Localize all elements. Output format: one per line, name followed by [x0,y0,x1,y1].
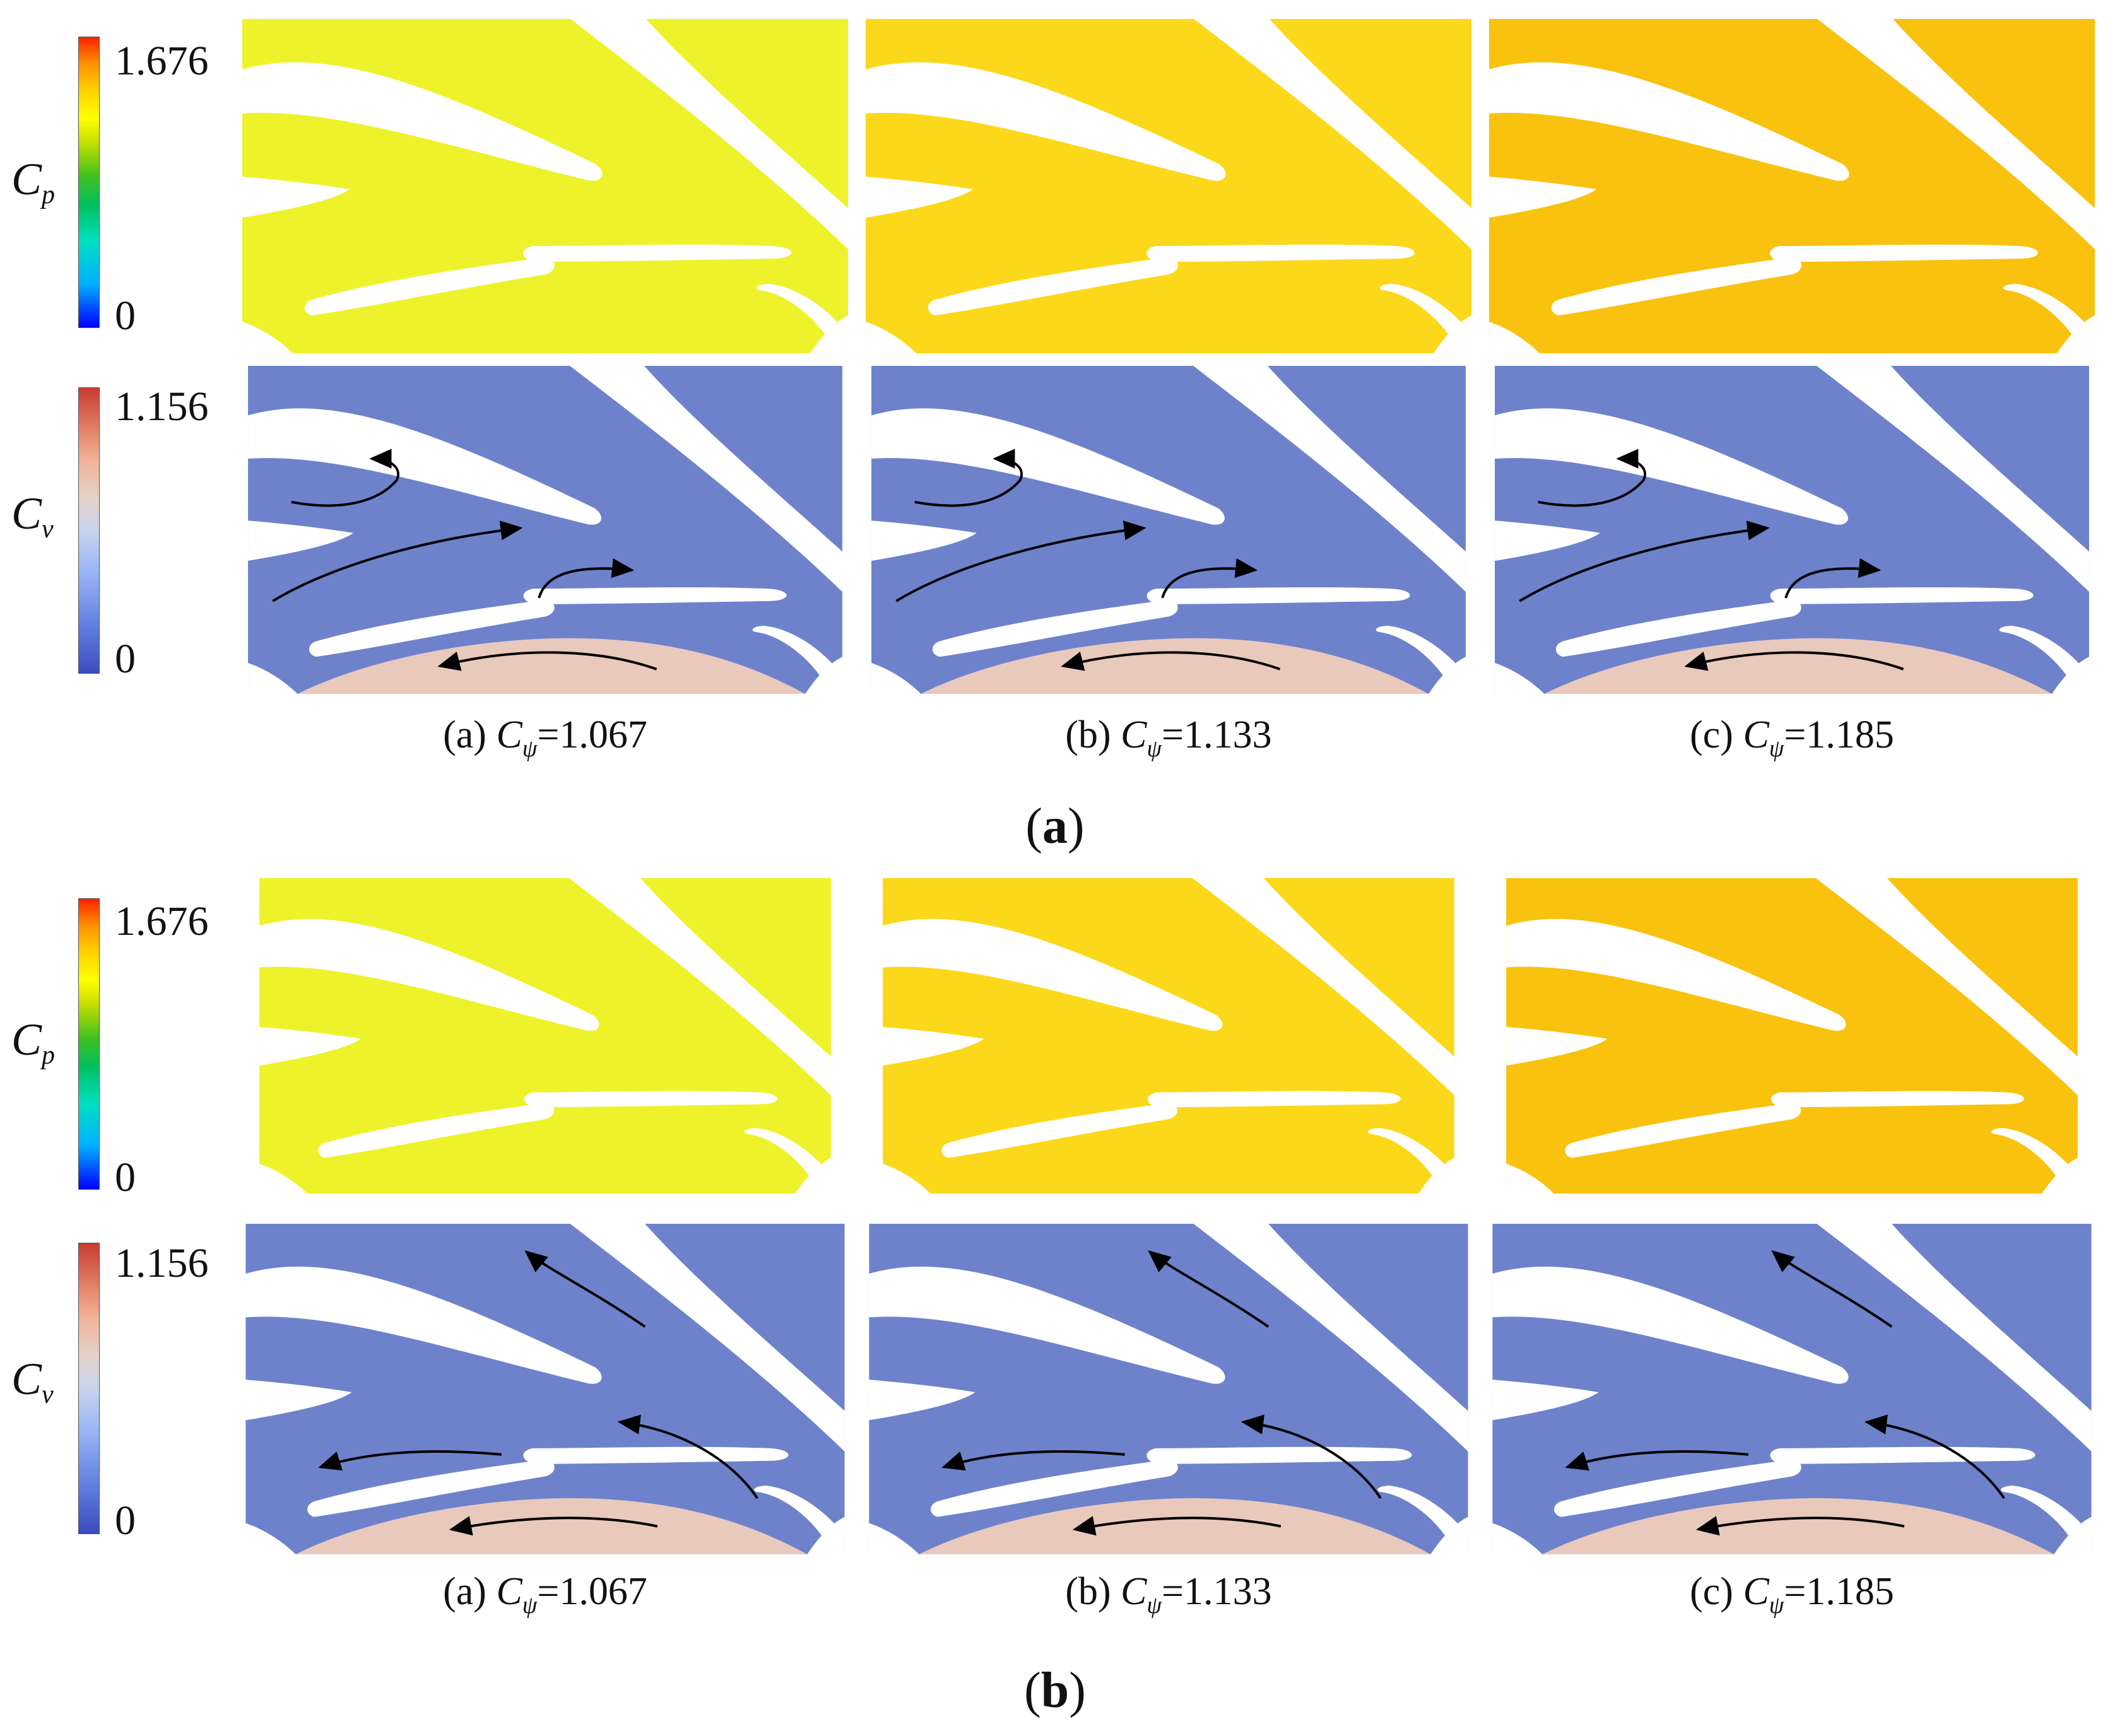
cp-panel-b3 [1489,878,2095,1194]
cp-max-label-a: 1.676 [115,38,209,84]
cv-symbol-b: Cv [11,1354,54,1409]
cp-max-label-b: 1.676 [115,898,209,944]
cv-panel-a2 [866,366,1471,694]
cp-panel-a2 [866,19,1471,353]
cv-max-label-a: 1.156 [115,384,209,430]
caption-b2: (b) Cψ=1.133 [1065,1570,1272,1619]
subfigure-label-a: (a) [1025,799,1085,854]
caption-a1: (a) Cψ=1.067 [443,713,647,762]
cp-symbol-b: Cp [11,1014,56,1070]
subfigure-label-b: (b) [1024,1663,1086,1718]
caption-b3: (c) Cψ=1.185 [1690,1570,1894,1619]
cv-panel-a1 [242,366,848,694]
cp-panel-b1 [242,878,848,1194]
cp-min-label-a: 0 [115,293,136,339]
cv-panel-b1 [242,1224,848,1554]
cp-min-label-b: 0 [115,1154,136,1200]
caption-a2: (b) Cψ=1.133 [1065,713,1272,762]
cp-symbol-a: Cp [11,154,56,209]
caption-b1: (a) Cψ=1.067 [443,1570,647,1619]
cv-panel-b2 [866,1224,1471,1554]
cv-symbol-a: Cv [11,488,54,544]
cv-max-label-b: 1.156 [115,1240,209,1286]
cv-colorbar-b [78,1243,100,1534]
cv-panel-a3 [1489,366,2095,694]
cv-min-label-a: 0 [115,636,136,682]
cp-panel-a3 [1489,19,2095,353]
caption-a3: (c) Cψ=1.185 [1690,713,1894,762]
cv-panel-b3 [1489,1224,2095,1554]
cv-min-label-b: 0 [115,1498,136,1544]
cp-colorbar-b [78,898,100,1190]
cv-colorbar-a [78,387,100,674]
cp-panel-a1 [242,19,848,353]
cp-colorbar-a [78,37,100,328]
cp-panel-b2 [866,878,1471,1194]
